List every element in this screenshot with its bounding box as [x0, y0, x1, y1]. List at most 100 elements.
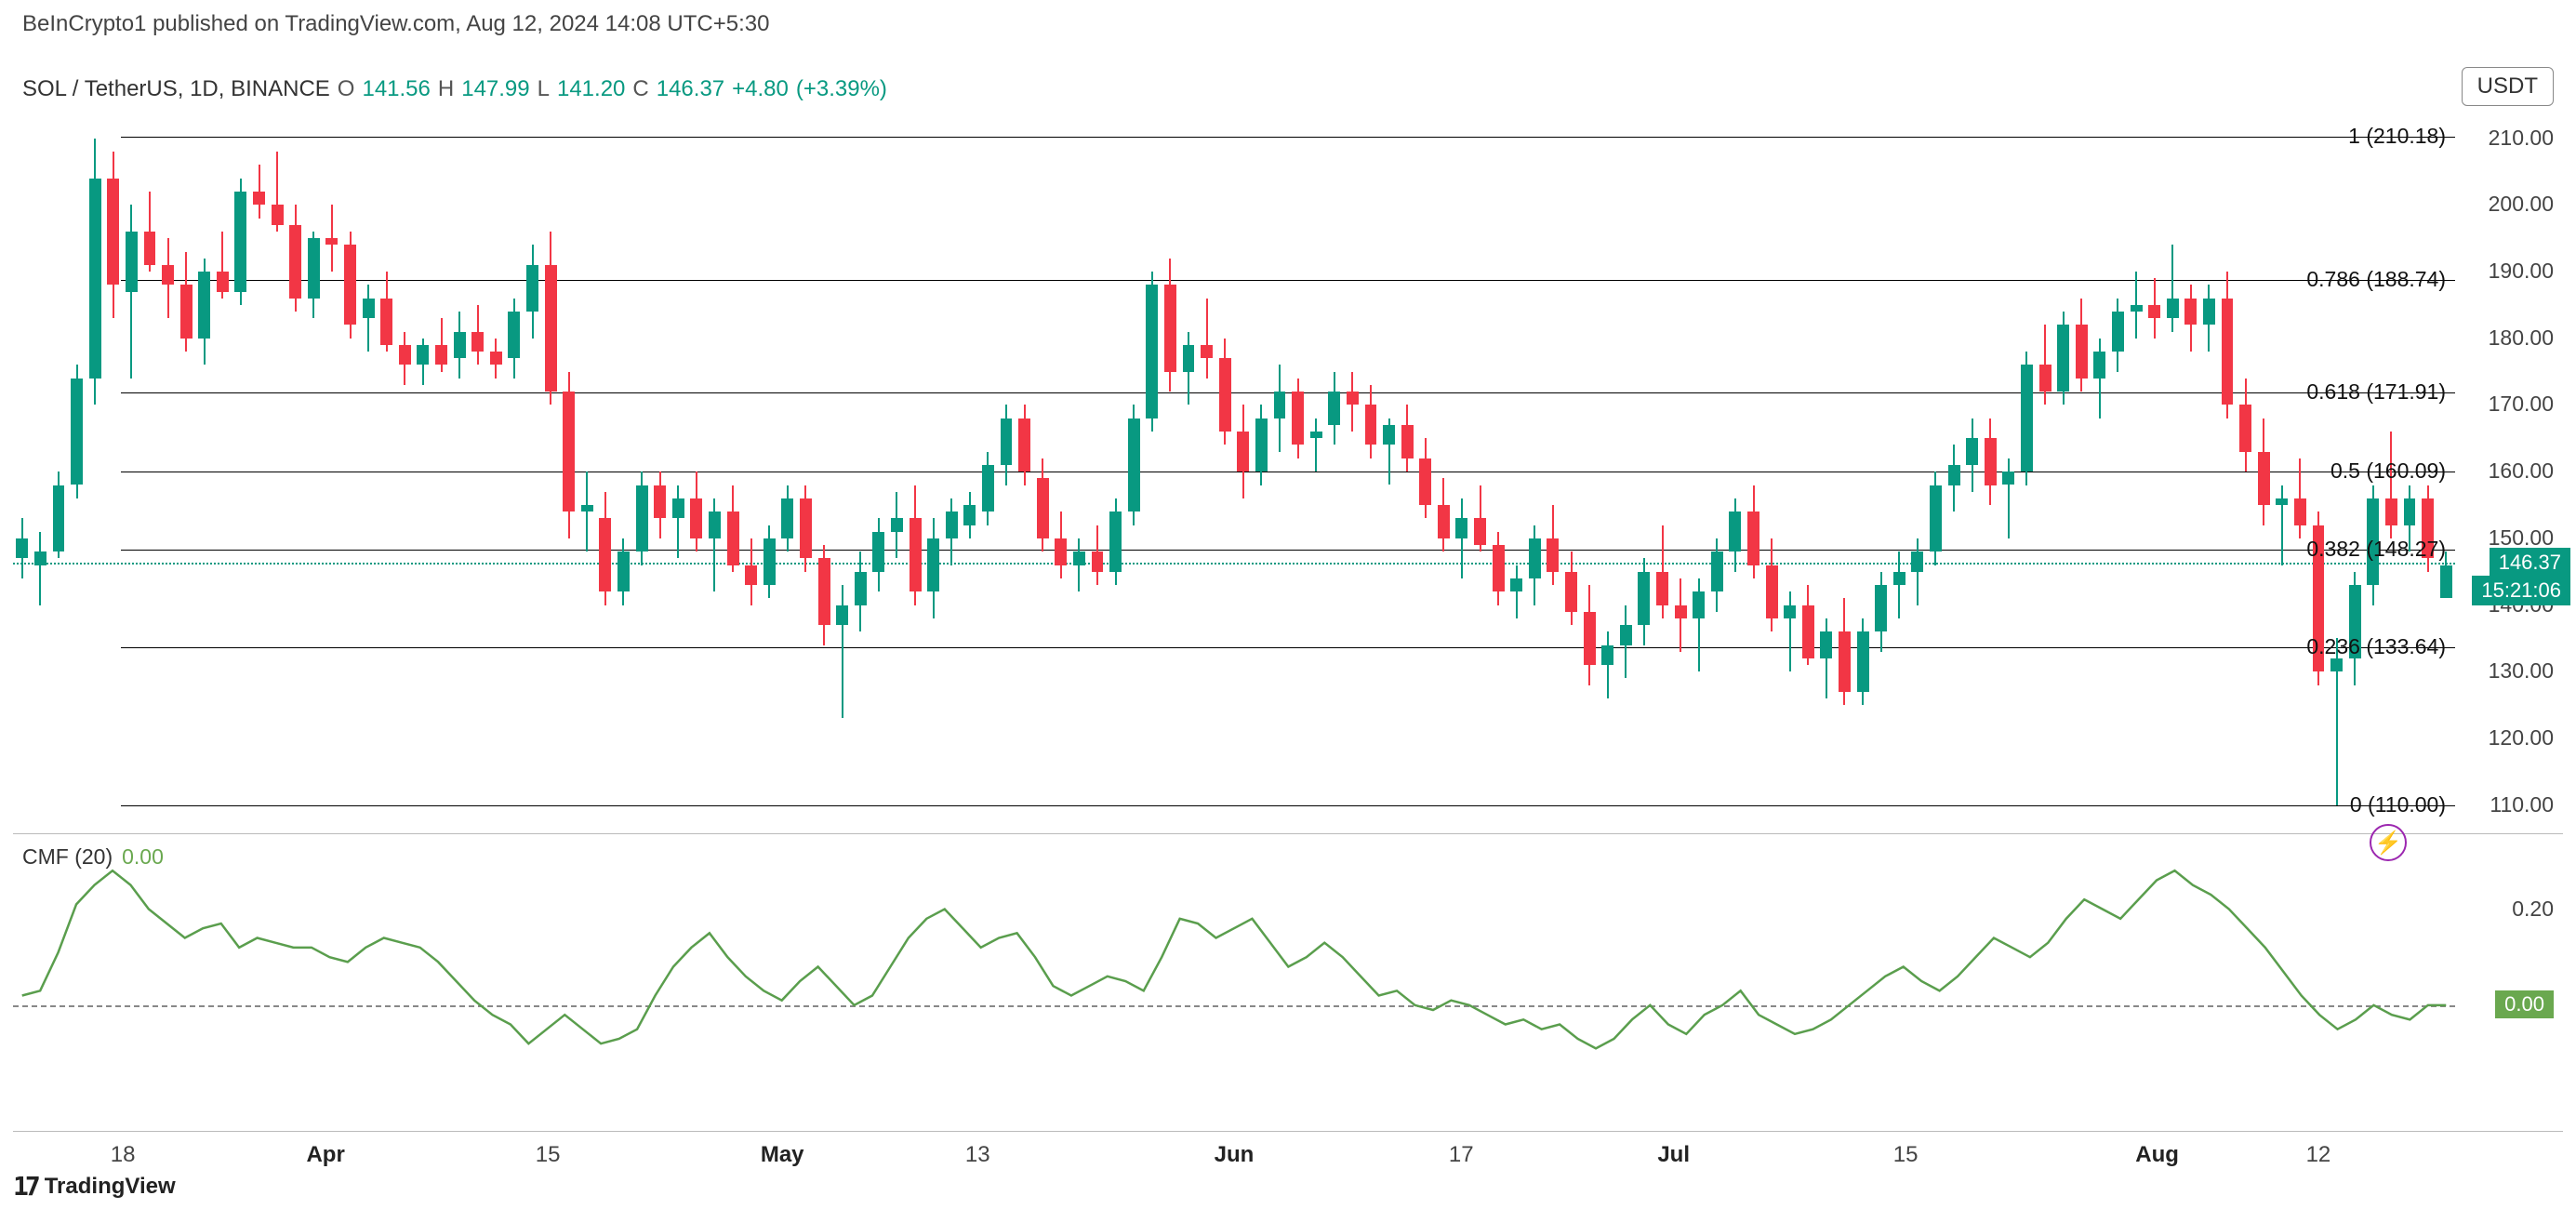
candle[interactable]	[1419, 112, 1431, 818]
candle[interactable]	[910, 112, 922, 818]
candle[interactable]	[1255, 112, 1268, 818]
candle[interactable]	[2148, 112, 2160, 818]
candle[interactable]	[2203, 112, 2215, 818]
candle[interactable]	[1729, 112, 1741, 818]
candle[interactable]	[2239, 112, 2251, 818]
candle[interactable]	[526, 112, 538, 818]
candle[interactable]	[1001, 112, 1013, 818]
candle[interactable]	[617, 112, 630, 818]
candle[interactable]	[1383, 112, 1395, 818]
candle[interactable]	[1310, 112, 1322, 818]
candle[interactable]	[272, 112, 284, 818]
price-y-axis[interactable]: 110.00120.00130.00140.00150.00160.00170.…	[2455, 112, 2576, 818]
candle[interactable]	[180, 112, 193, 818]
candle[interactable]	[1092, 112, 1104, 818]
candle[interactable]	[1638, 112, 1650, 818]
candle[interactable]	[872, 112, 884, 818]
time-axis[interactable]: 18Apr15May13Jun17Jul15Aug12	[13, 1142, 2455, 1179]
candle[interactable]	[1784, 112, 1796, 818]
cmf-panel[interactable]: CMF (20) 0.00	[13, 837, 2455, 1125]
candle[interactable]	[1584, 112, 1596, 818]
candle[interactable]	[690, 112, 702, 818]
bolt-icon[interactable]: ⚡	[2370, 824, 2407, 861]
candle[interactable]	[34, 112, 46, 818]
candle[interactable]	[800, 112, 812, 818]
candle[interactable]	[1711, 112, 1723, 818]
candle[interactable]	[53, 112, 65, 818]
candle[interactable]	[399, 112, 411, 818]
candle[interactable]	[308, 112, 320, 818]
candle[interactable]	[234, 112, 246, 818]
candle[interactable]	[363, 112, 375, 818]
candle[interactable]	[836, 112, 848, 818]
candle[interactable]	[1274, 112, 1286, 818]
candle[interactable]	[1747, 112, 1759, 818]
candle[interactable]	[1237, 112, 1249, 818]
candle[interactable]	[545, 112, 557, 818]
candle[interactable]	[764, 112, 776, 818]
candle[interactable]	[1675, 112, 1687, 818]
candle[interactable]	[636, 112, 648, 818]
candle[interactable]	[1037, 112, 1049, 818]
candle[interactable]	[1565, 112, 1577, 818]
candle[interactable]	[946, 112, 958, 818]
candle[interactable]	[2276, 112, 2288, 818]
candle[interactable]	[1693, 112, 1705, 818]
candle[interactable]	[2258, 112, 2270, 818]
candle[interactable]	[1073, 112, 1085, 818]
candle[interactable]	[654, 112, 666, 818]
candle[interactable]	[1146, 112, 1158, 818]
candle[interactable]	[1109, 112, 1122, 818]
candle[interactable]	[16, 112, 28, 818]
candle[interactable]	[781, 112, 793, 818]
candle[interactable]	[745, 112, 757, 818]
candle[interactable]	[2184, 112, 2197, 818]
candle[interactable]	[982, 112, 994, 818]
candle[interactable]	[1455, 112, 1467, 818]
candle[interactable]	[963, 112, 976, 818]
candle[interactable]	[855, 112, 867, 818]
candle[interactable]	[1930, 112, 1942, 818]
candle[interactable]	[325, 112, 338, 818]
candle[interactable]	[2167, 112, 2179, 818]
candle[interactable]	[435, 112, 447, 818]
candle[interactable]	[454, 112, 466, 818]
candle[interactable]	[198, 112, 210, 818]
candle[interactable]	[508, 112, 520, 818]
candle[interactable]	[1529, 112, 1541, 818]
candle[interactable]	[2313, 112, 2325, 818]
candle[interactable]	[2039, 112, 2052, 818]
candle[interactable]	[1948, 112, 1960, 818]
candle[interactable]	[126, 112, 138, 818]
candle[interactable]	[1875, 112, 1887, 818]
candle[interactable]	[1911, 112, 1923, 818]
candle[interactable]	[1601, 112, 1613, 818]
candle[interactable]	[2131, 112, 2143, 818]
candle[interactable]	[380, 112, 392, 818]
candle[interactable]	[1966, 112, 1978, 818]
candle[interactable]	[1401, 112, 1414, 818]
candle[interactable]	[162, 112, 174, 818]
candle[interactable]	[289, 112, 301, 818]
candle[interactable]	[1292, 112, 1304, 818]
symbol[interactable]: SOL / TetherUS, 1D, BINANCE	[22, 76, 330, 102]
candle[interactable]	[417, 112, 429, 818]
candle[interactable]	[599, 112, 611, 818]
currency-selector[interactable]: USDT	[2462, 67, 2554, 106]
candle[interactable]	[1839, 112, 1851, 818]
candle[interactable]	[1547, 112, 1559, 818]
candle[interactable]	[1365, 112, 1377, 818]
candle[interactable]	[344, 112, 356, 818]
candle[interactable]	[2093, 112, 2105, 818]
candle[interactable]	[2021, 112, 2033, 818]
candle[interactable]	[927, 112, 939, 818]
candle[interactable]	[253, 112, 265, 818]
candle[interactable]	[89, 112, 101, 818]
candle[interactable]	[144, 112, 156, 818]
candle[interactable]	[107, 112, 119, 818]
candle[interactable]	[1183, 112, 1195, 818]
candle[interactable]	[1857, 112, 1869, 818]
candle[interactable]	[727, 112, 739, 818]
candle[interactable]	[1493, 112, 1505, 818]
candle[interactable]	[818, 112, 830, 818]
